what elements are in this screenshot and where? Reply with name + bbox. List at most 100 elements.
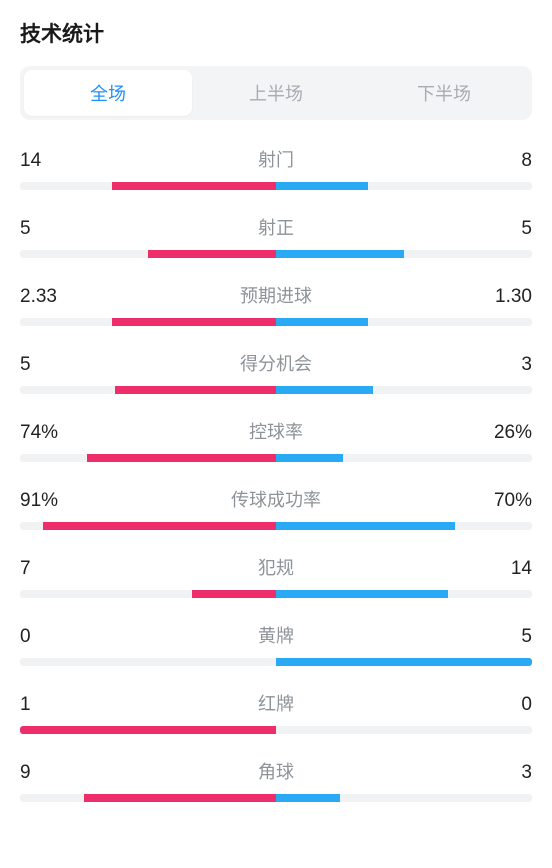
bar-fill-right [276, 454, 343, 462]
bar-fill-left [112, 182, 276, 190]
stat-row: 5 射正 5 [20, 214, 532, 258]
bar-fill-right [276, 182, 368, 190]
stat-head: 2.33 预期进球 1.30 [20, 282, 532, 308]
bar-fill-left [112, 318, 276, 326]
bar-track-right [276, 726, 532, 734]
bar-track-right [276, 250, 532, 258]
bar-track-right [276, 318, 532, 326]
stat-value-right: 3 [492, 354, 532, 376]
panel-title: 技术统计 [20, 18, 532, 48]
stat-bars [20, 182, 532, 190]
bar-track-left [20, 658, 276, 666]
bar-fill-right [276, 794, 340, 802]
stat-value-right: 14 [492, 558, 532, 580]
stat-bars [20, 658, 532, 666]
bar-track-right [276, 522, 532, 530]
stat-label: 传球成功率 [60, 486, 492, 512]
stat-bars [20, 590, 532, 598]
bar-fill-right [276, 318, 368, 326]
stat-row: 7 犯规 14 [20, 554, 532, 598]
bar-track-right [276, 658, 532, 666]
stat-row: 14 射门 8 [20, 146, 532, 190]
stat-row: 9 角球 3 [20, 758, 532, 802]
bar-track-right [276, 182, 532, 190]
bar-fill-left [84, 794, 276, 802]
stat-value-right: 1.30 [492, 286, 532, 308]
bar-fill-right [276, 250, 404, 258]
stat-value-left: 9 [20, 762, 60, 784]
bar-track-left [20, 250, 276, 258]
stat-head: 9 角球 3 [20, 758, 532, 784]
bar-track-left [20, 318, 276, 326]
bar-track-left [20, 522, 276, 530]
bar-track-right [276, 454, 532, 462]
stat-value-left: 1 [20, 694, 60, 716]
stat-label: 射门 [60, 146, 492, 172]
stat-bars [20, 522, 532, 530]
stat-label: 角球 [60, 758, 492, 784]
stat-head: 7 犯规 14 [20, 554, 532, 580]
stats-list: 14 射门 8 5 射正 5 2.33 预期进球 [20, 146, 532, 802]
tab-first-half[interactable]: 上半场 [192, 70, 360, 116]
stat-bars [20, 250, 532, 258]
bar-track-right [276, 590, 532, 598]
stat-value-left: 91% [20, 490, 60, 512]
stat-value-right: 3 [492, 762, 532, 784]
bar-track-right [276, 386, 532, 394]
stat-row: 2.33 预期进球 1.30 [20, 282, 532, 326]
stat-head: 14 射门 8 [20, 146, 532, 172]
stat-value-right: 0 [492, 694, 532, 716]
tab-full[interactable]: 全场 [24, 70, 192, 116]
bar-fill-right [276, 590, 448, 598]
stat-label: 预期进球 [60, 282, 492, 308]
stat-label: 犯规 [60, 554, 492, 580]
stats-panel: 技术统计 全场 上半场 下半场 14 射门 8 5 射正 5 [0, 0, 552, 802]
stat-value-left: 5 [20, 218, 60, 240]
stat-label: 得分机会 [60, 350, 492, 376]
stat-bars [20, 386, 532, 394]
tab-second-half[interactable]: 下半场 [360, 70, 528, 116]
bar-fill-right [276, 658, 532, 666]
bar-track-left [20, 182, 276, 190]
stat-value-left: 0 [20, 626, 60, 648]
bar-fill-left [20, 726, 276, 734]
stat-value-left: 5 [20, 354, 60, 376]
stat-value-left: 7 [20, 558, 60, 580]
stat-value-left: 2.33 [20, 286, 60, 308]
stat-head: 1 红牌 0 [20, 690, 532, 716]
bar-track-left [20, 726, 276, 734]
stat-bars [20, 726, 532, 734]
stat-row: 91% 传球成功率 70% [20, 486, 532, 530]
stat-label: 射正 [60, 214, 492, 240]
stat-head: 5 射正 5 [20, 214, 532, 240]
stat-value-left: 14 [20, 150, 60, 172]
stat-label: 控球率 [60, 418, 492, 444]
bar-fill-left [87, 454, 276, 462]
bar-fill-left [148, 250, 276, 258]
stat-value-right: 26% [492, 422, 532, 444]
stat-head: 0 黄牌 5 [20, 622, 532, 648]
stat-row: 1 红牌 0 [20, 690, 532, 734]
bar-fill-right [276, 522, 455, 530]
stat-row: 5 得分机会 3 [20, 350, 532, 394]
stat-row: 74% 控球率 26% [20, 418, 532, 462]
stat-bars [20, 794, 532, 802]
bar-track-left [20, 794, 276, 802]
bar-fill-left [115, 386, 276, 394]
bar-track-right [276, 794, 532, 802]
bar-fill-left [43, 522, 276, 530]
stat-bars [20, 454, 532, 462]
stat-value-right: 8 [492, 150, 532, 172]
stat-head: 5 得分机会 3 [20, 350, 532, 376]
stat-value-left: 74% [20, 422, 60, 444]
bar-fill-left [192, 590, 276, 598]
stat-value-right: 5 [492, 626, 532, 648]
stat-row: 0 黄牌 5 [20, 622, 532, 666]
stat-head: 91% 传球成功率 70% [20, 486, 532, 512]
stat-label: 黄牌 [60, 622, 492, 648]
bar-track-left [20, 454, 276, 462]
stat-value-right: 70% [492, 490, 532, 512]
bar-fill-right [276, 386, 373, 394]
time-tabs: 全场 上半场 下半场 [20, 66, 532, 120]
bar-track-left [20, 590, 276, 598]
